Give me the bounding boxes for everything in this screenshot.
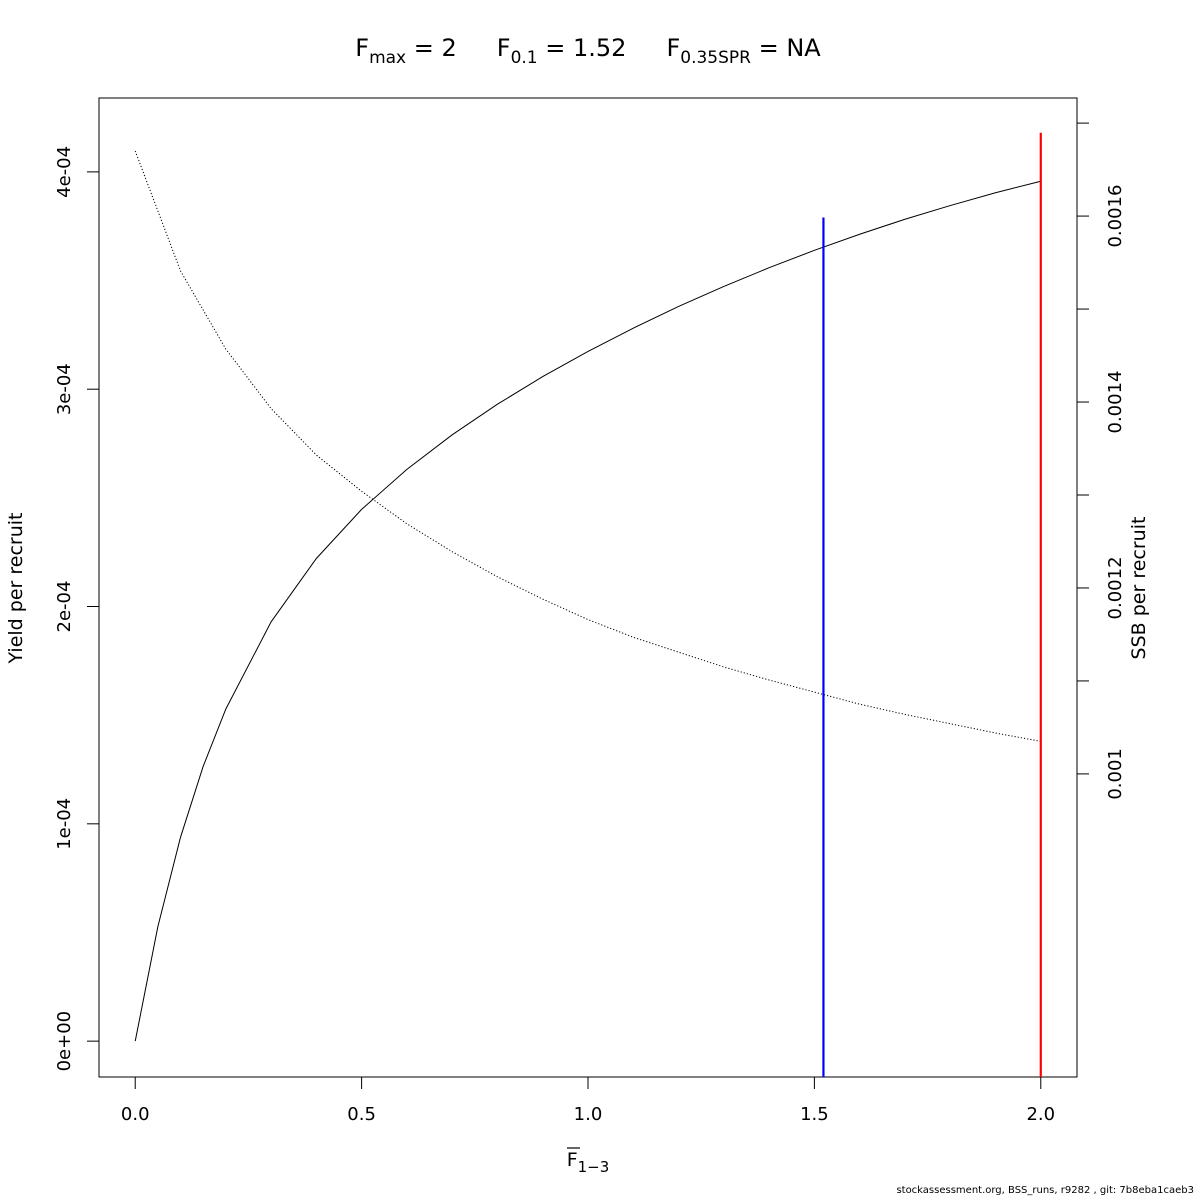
- title-f01-sub: 0.1: [511, 48, 538, 68]
- title-fmax-rest: = 2: [406, 34, 457, 62]
- chart-title: Fmax = 2 F0.1 = 1.52 F0.35SPR = NA: [355, 34, 821, 68]
- y-tick-label: 3e-04: [54, 363, 75, 415]
- y-tick-label: 4e-04: [54, 146, 75, 198]
- ssb-per-recruit-line: [134, 150, 1041, 742]
- y-tick-label: 0e+00: [54, 1011, 75, 1072]
- y-tick-label: 2e-04: [54, 581, 75, 633]
- y2-tick-label: 0.0012: [1105, 556, 1126, 619]
- title-fmax-sub: max: [369, 48, 406, 68]
- x-tick-label: 1.0: [574, 1104, 603, 1125]
- y2-tick-label: 0.0016: [1105, 185, 1126, 248]
- title-fmax-base: F: [355, 34, 369, 62]
- reference-lines: [822, 132, 1042, 1077]
- y2-axis-label: SSB per recruit: [1128, 517, 1150, 660]
- plot-frame: [98, 97, 1078, 1078]
- y-tick-label: 1e-04: [54, 798, 75, 850]
- y2-tick-label: 0.0014: [1105, 371, 1126, 434]
- title-fspr-rest: = NA: [751, 34, 821, 62]
- x-axis-label: F1−3: [567, 1149, 610, 1176]
- series-layer: [134, 150, 1041, 1042]
- x-axis: 0.0 0.5 1.0 1.5 2.0: [121, 1076, 1055, 1125]
- y-axis-right: 0.001 0.0012 0.0014 0.0016: [1077, 122, 1126, 800]
- x-tick-label: 0.5: [347, 1104, 376, 1125]
- footer-credit: stockassessment.org, BSS_runs, r9282 , g…: [896, 1185, 1194, 1196]
- title-f01-base: F: [497, 34, 511, 62]
- y-axis-left: 0e+00 1e-04 2e-04 3e-04 4e-04: [54, 146, 100, 1072]
- y2-tick-label: 0.001: [1105, 748, 1126, 800]
- x-axis-label-base: F: [567, 1149, 578, 1171]
- y-axis-label: Yield per recruit: [5, 513, 27, 665]
- x-axis-label-sub: 1−3: [578, 1158, 610, 1176]
- title-fspr-sub: 0.35SPR: [680, 48, 751, 68]
- title-fspr-base: F: [666, 34, 680, 62]
- yield-per-recruit-line: [134, 180, 1041, 1042]
- title-f01-rest: = 1.52: [538, 34, 627, 62]
- x-tick-label: 1.5: [800, 1104, 829, 1125]
- x-tick-label: 2.0: [1026, 1104, 1055, 1125]
- x-tick-label: 0.0: [121, 1104, 150, 1125]
